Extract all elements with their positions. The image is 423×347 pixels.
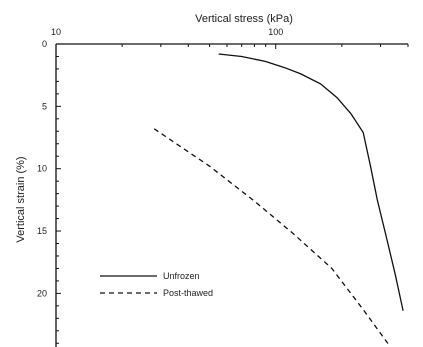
x-tick-label: 100 xyxy=(268,27,283,37)
axes xyxy=(55,43,408,347)
x-axis-title: Vertical stress (kPa) xyxy=(195,13,293,25)
x-ticks: 10 100 xyxy=(51,27,409,49)
legend: Unfrozen Post-thawed xyxy=(100,271,213,298)
series-line-unfrozen xyxy=(218,53,404,311)
series-layer xyxy=(153,53,404,347)
series-line-post-thawed xyxy=(153,128,391,347)
y-tick-label: 5 xyxy=(42,101,47,111)
y-tick-label: 10 xyxy=(37,164,47,174)
y-axis-title: Vertical strain (%) xyxy=(15,156,27,242)
y-ticks: 0 5 10 15 20 xyxy=(37,39,61,344)
x-tick-label: 10 xyxy=(51,27,61,37)
y-tick-label: 15 xyxy=(37,226,47,236)
legend-label: Unfrozen xyxy=(163,271,200,281)
legend-label: Post-thawed xyxy=(163,288,213,298)
y-tick-label: 0 xyxy=(42,39,47,49)
y-tick-label: 20 xyxy=(37,288,47,298)
